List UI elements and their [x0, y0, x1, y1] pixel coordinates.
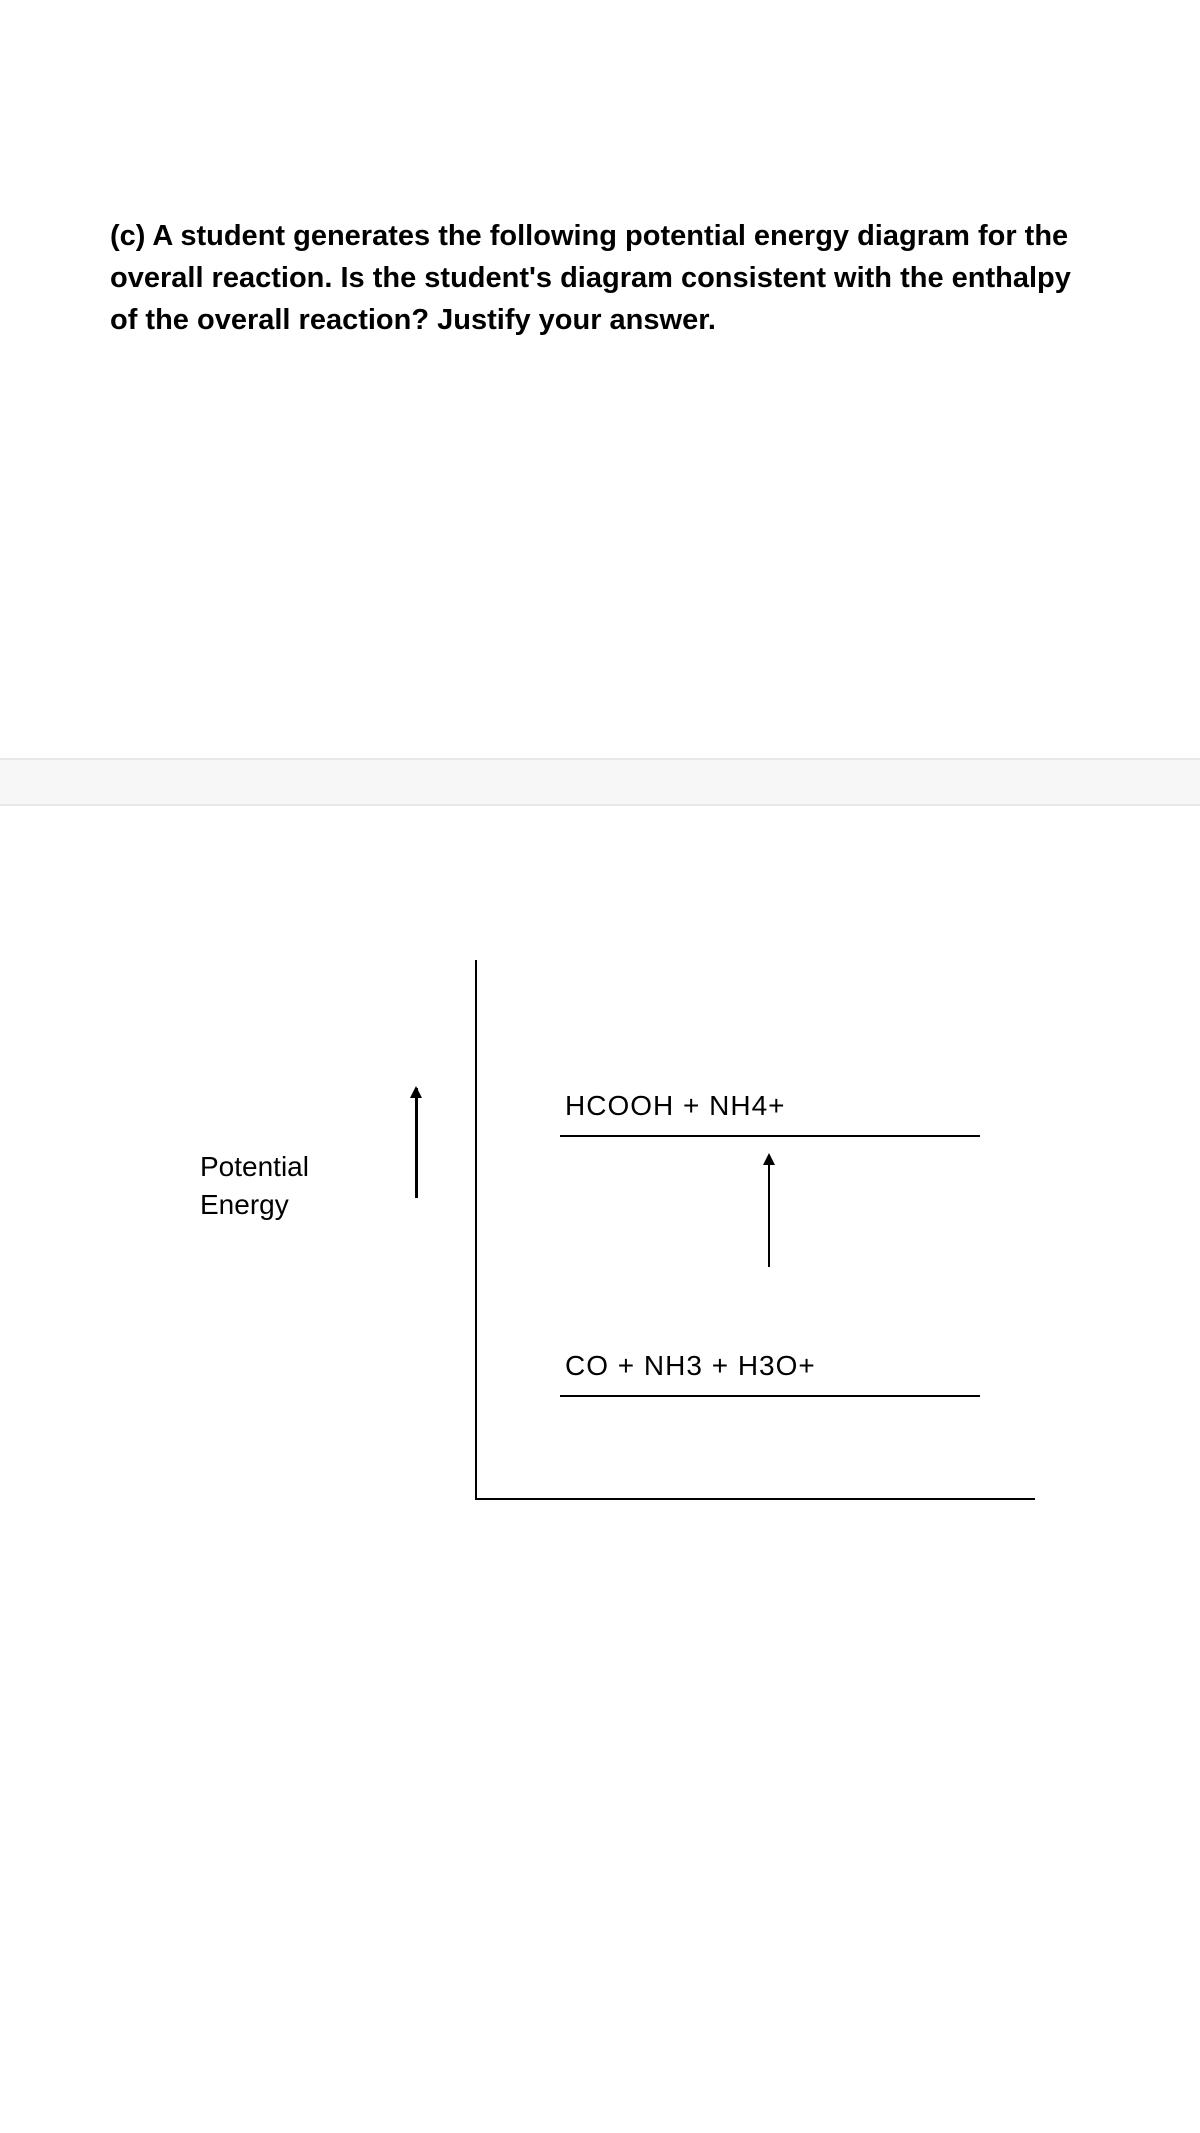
y-axis-label-line2: Energy — [200, 1189, 289, 1220]
plot-x-axis — [475, 1498, 1035, 1500]
energy-level-bottom-line — [560, 1395, 980, 1397]
plot-y-axis — [475, 960, 477, 1500]
energy-level-bottom-label: CO + NH3 + H3O+ — [565, 1350, 816, 1382]
page-separator — [0, 758, 1200, 806]
energy-diagram: Potential Energy HCOOH + NH4+ CO + NH3 +… — [200, 960, 1040, 1520]
y-axis-label-line1: Potential — [200, 1151, 309, 1182]
energy-level-top-label: HCOOH + NH4+ — [565, 1090, 786, 1122]
question-text: (c) A student generates the following po… — [110, 215, 1080, 341]
y-axis-direction-arrow — [415, 1088, 418, 1198]
y-axis-label: Potential Energy — [200, 1148, 309, 1224]
reaction-arrow — [768, 1155, 770, 1267]
energy-level-top-line — [560, 1135, 980, 1137]
